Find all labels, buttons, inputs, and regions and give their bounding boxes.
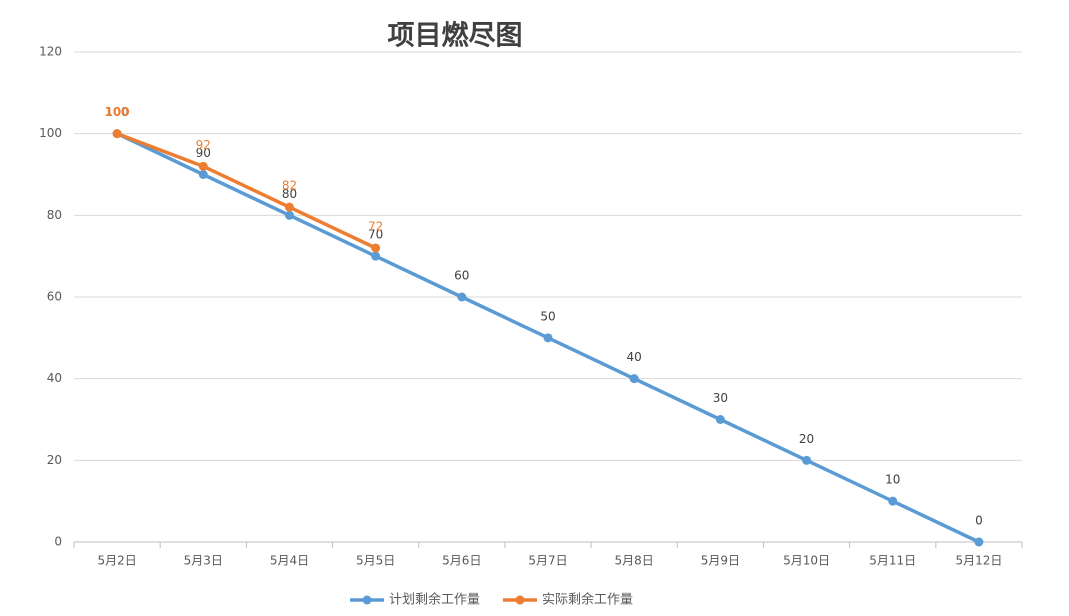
data-point — [198, 161, 208, 171]
y-tick-label: 0 — [54, 535, 62, 549]
chart-title: 项目燃尽图 — [388, 21, 523, 52]
data-label: 40 — [627, 350, 642, 364]
series-line — [116, 132, 377, 250]
x-tick-label: 5月3日 — [184, 554, 223, 568]
data-label: 0 — [975, 514, 983, 528]
data-label: 82 — [282, 179, 297, 193]
data-label: 70 — [368, 228, 383, 242]
data-point — [198, 170, 208, 179]
y-tick-label: 80 — [47, 208, 62, 222]
y-tick-label: 120 — [39, 45, 62, 59]
data-point — [543, 333, 553, 343]
x-tick-label: 5月6日 — [442, 554, 481, 568]
data-point — [974, 537, 984, 547]
data-label: 30 — [713, 391, 728, 405]
data-label: 10 — [885, 473, 900, 487]
x-tick-label: 5月2日 — [97, 554, 136, 568]
x-tick-label: 5月5日 — [356, 554, 395, 568]
data-label: 80 — [282, 187, 297, 201]
y-tick-label: 60 — [47, 290, 62, 304]
data-point — [715, 415, 725, 424]
data-point — [371, 251, 381, 261]
data-label: 100 — [106, 105, 129, 119]
x-tick-label: 5月7日 — [528, 554, 567, 568]
x-tick-label: 5月4日 — [270, 554, 309, 568]
legend-marker — [515, 595, 525, 605]
x-tick-label: 5月10日 — [783, 554, 830, 568]
x-tick-label: 5月12日 — [955, 554, 1002, 568]
data-label: 50 — [540, 309, 555, 323]
data-label: 20 — [799, 432, 814, 446]
y-tick-label: 20 — [47, 453, 62, 467]
data-label: 92 — [196, 138, 211, 152]
legend-label: 实际剩余工作量 — [542, 592, 633, 608]
data-point — [284, 202, 294, 212]
data-point — [802, 455, 812, 465]
data-label: 60 — [454, 269, 469, 283]
x-tick-label: 5月9日 — [701, 554, 740, 568]
y-tick-label: 40 — [47, 371, 62, 385]
data-label: 90 — [196, 146, 211, 160]
legend-marker — [362, 595, 372, 605]
data-label: 72 — [368, 220, 383, 234]
data-point — [457, 292, 467, 302]
legend-label: 计划剩余工作量 — [389, 592, 480, 608]
x-tick-label: 5月11日 — [869, 554, 916, 568]
data-label: 100 — [105, 105, 130, 119]
data-point — [629, 374, 639, 384]
data-point — [888, 496, 898, 506]
data-point — [284, 210, 294, 220]
data-point — [371, 243, 381, 253]
data-point — [112, 129, 122, 139]
y-tick-label: 100 — [39, 126, 62, 140]
x-tick-label: 5月8日 — [615, 554, 654, 568]
